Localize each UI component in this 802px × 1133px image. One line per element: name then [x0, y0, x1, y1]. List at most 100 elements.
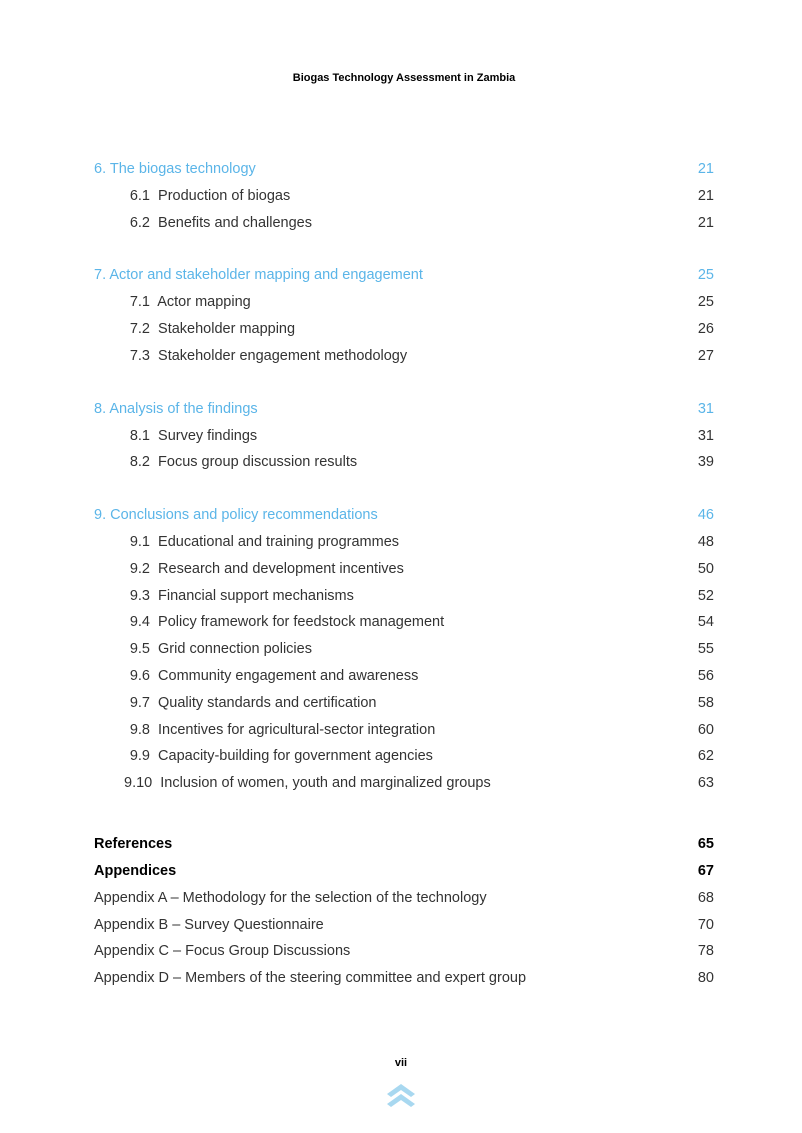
toc-page: 27 — [692, 343, 714, 370]
toc-page: 68 — [692, 885, 714, 912]
toc-page: 31 — [692, 423, 714, 450]
toc-page: 39 — [692, 449, 714, 476]
toc-label: References — [94, 831, 172, 858]
page-header: Biogas Technology Assessment in Zambia — [94, 72, 714, 84]
toc-number: 9.6 — [124, 663, 150, 690]
toc-section: 8. Analysis of the findings 318.1 Survey… — [94, 396, 714, 476]
toc-label: 9.7 Quality standards and certification — [94, 690, 376, 717]
toc-subitem: 9.9 Capacity-building for government age… — [94, 743, 714, 770]
toc-page: 48 — [692, 529, 714, 556]
toc-page: 31 — [692, 396, 714, 423]
toc-number: 6.2 — [124, 210, 150, 237]
toc-label: 6.2 Benefits and challenges — [94, 210, 312, 237]
toc-subitem: 9.3 Financial support mechanisms 52 — [94, 583, 714, 610]
toc-page: 25 — [692, 289, 714, 316]
toc-subitem: 9.4 Policy framework for feedstock manag… — [94, 609, 714, 636]
toc-label: 7.2 Stakeholder mapping — [94, 316, 295, 343]
toc-page: 25 — [692, 262, 714, 289]
toc-page: 21 — [692, 183, 714, 210]
toc-subitem: 9.6 Community engagement and awareness 5… — [94, 663, 714, 690]
toc-text: Capacity-building for government agencie… — [154, 748, 433, 764]
toc-label: Appendix A – Methodology for the selecti… — [94, 885, 487, 912]
toc-number: 7.2 — [124, 316, 150, 343]
chevron-up-icon — [384, 1078, 418, 1113]
toc-number: 8.1 — [124, 423, 150, 450]
toc-page: 67 — [692, 858, 714, 885]
toc-text: Stakeholder mapping — [154, 321, 295, 337]
toc-text: Research and development incentives — [154, 561, 404, 577]
toc-number: 8.2 — [124, 449, 150, 476]
toc-page: 54 — [692, 609, 714, 636]
toc-subitem: 8.1 Survey findings 31 — [94, 423, 714, 450]
toc-label: 7. Actor and stakeholder mapping and eng… — [94, 262, 423, 289]
toc-subitem: 7.3 Stakeholder engagement methodology 27 — [94, 343, 714, 370]
toc-text: Benefits and challenges — [154, 215, 312, 231]
toc-label: 9.8 Incentives for agricultural-sector i… — [94, 717, 435, 744]
toc-label: 7.1 Actor mapping — [94, 289, 251, 316]
toc-page: 55 — [692, 636, 714, 663]
toc-label: 9. Conclusions and policy recommendation… — [94, 502, 378, 529]
toc-subitem: 9.10 Inclusion of women, youth and margi… — [94, 770, 714, 797]
toc-text: Actor mapping — [154, 294, 251, 310]
toc-page: 52 — [692, 583, 714, 610]
toc-page: 62 — [692, 743, 714, 770]
toc-page: 60 — [692, 717, 714, 744]
toc-number: 9.3 — [124, 583, 150, 610]
toc-subitem: 6.2 Benefits and challenges 21 — [94, 210, 714, 237]
toc-subitem: 9.2 Research and development incentives5… — [94, 556, 714, 583]
toc-text: Survey findings — [154, 428, 257, 444]
toc-label: Appendix C – Focus Group Discussions — [94, 938, 350, 965]
toc-section: 7. Actor and stakeholder mapping and eng… — [94, 262, 714, 369]
toc-page: 80 — [692, 965, 714, 992]
toc-text: Quality standards and certification — [154, 695, 376, 711]
toc-appendix: Appendix C – Focus Group Discussions 78 — [94, 938, 714, 965]
toc-label: 9.3 Financial support mechanisms — [94, 583, 354, 610]
toc-section: 9. Conclusions and policy recommendation… — [94, 502, 714, 797]
toc-label: 9.2 Research and development incentives — [94, 556, 404, 583]
header-title: Biogas Technology Assessment in Zambia — [293, 72, 516, 84]
toc-number: 9.7 — [124, 690, 150, 717]
toc-heading: Appendices 67 — [94, 858, 714, 885]
toc-label: 9.9 Capacity-building for government age… — [94, 743, 433, 770]
toc-label: 8.2 Focus group discussion results — [94, 449, 357, 476]
page-number: vii — [0, 1057, 802, 1069]
toc-page: 63 — [692, 770, 714, 797]
table-of-contents: 6. The biogas technology 21 6.1 Productio… — [94, 156, 714, 992]
toc-text: Grid connection policies — [154, 641, 312, 657]
toc-number: 7.3 — [124, 343, 150, 370]
toc-heading: References 65 — [94, 831, 714, 858]
toc-number: 9.5 — [124, 636, 150, 663]
toc-label: 8. Analysis of the findings — [94, 396, 258, 423]
toc-text: Educational and training programmes — [154, 534, 399, 550]
toc-subitem: 9.1 Educational and training programmes4… — [94, 529, 714, 556]
toc-label: 9.5 Grid connection policies — [94, 636, 312, 663]
toc-subitem: 9.5 Grid connection policies 55 — [94, 636, 714, 663]
toc-label: 6. The biogas technology — [94, 156, 256, 183]
toc-text: Incentives for agricultural-sector integ… — [154, 722, 435, 738]
toc-text: Inclusion of women, youth and marginaliz… — [156, 775, 491, 791]
toc-page: 78 — [692, 938, 714, 965]
toc-label: Appendix D – Members of the steering com… — [94, 965, 526, 992]
toc-text: Policy framework for feedstock managemen… — [154, 614, 444, 630]
toc-appendix: Appendix D – Members of the steering com… — [94, 965, 714, 992]
toc-label: 6.1 Production of biogas — [94, 183, 290, 210]
toc-appendix: Appendix B – Survey Questionnaire70 — [94, 912, 714, 939]
toc-backmatter: References 65Appendices 67Appendix A – M… — [94, 823, 714, 992]
toc-appendix: Appendix A – Methodology for the selecti… — [94, 885, 714, 912]
toc-page: 58 — [692, 690, 714, 717]
toc-text: Production of biogas — [154, 188, 290, 204]
toc-text: Stakeholder engagement methodology — [154, 348, 407, 364]
toc-number: 9.2 — [124, 556, 150, 583]
toc-text: Community engagement and awareness — [154, 668, 418, 684]
toc-label: 9.6 Community engagement and awareness — [94, 663, 418, 690]
toc-number: 9.8 — [124, 717, 150, 744]
toc-subitem: 7.1 Actor mapping 25 — [94, 289, 714, 316]
toc-number: 9.4 — [124, 609, 150, 636]
toc-number: 9.9 — [124, 743, 150, 770]
toc-label: 9.4 Policy framework for feedstock manag… — [94, 609, 444, 636]
toc-chapter: 7. Actor and stakeholder mapping and eng… — [94, 262, 714, 289]
toc-number: 6.1 — [124, 183, 150, 210]
toc-number: 7.1 — [124, 289, 150, 316]
toc-page: 21 — [692, 210, 714, 237]
toc-page: 46 — [692, 502, 714, 529]
